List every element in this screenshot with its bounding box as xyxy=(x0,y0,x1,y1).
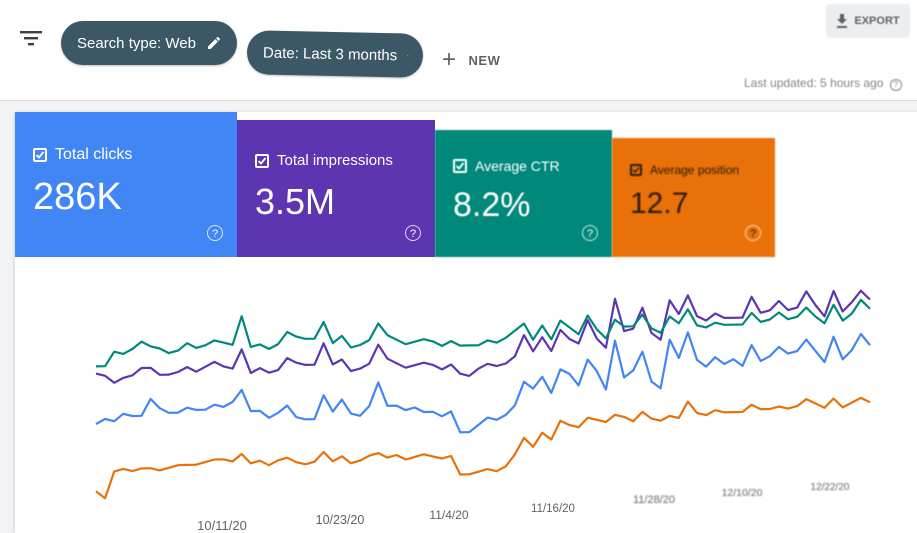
x-tick-label: 12/22/20 xyxy=(811,482,850,493)
help-icon[interactable]: ? xyxy=(889,79,902,91)
metric-card-average-ctr[interactable]: Average CTR 8.2% ? xyxy=(435,130,612,257)
pencil-icon xyxy=(207,36,220,49)
date-range-chip[interactable]: Date: Last 3 months xyxy=(246,30,424,78)
download-icon xyxy=(837,14,848,28)
new-filter-label: NEW xyxy=(468,52,501,68)
series-line-average-ctr xyxy=(95,298,871,368)
checkbox-checked-icon[interactable] xyxy=(33,148,47,162)
pencil-icon xyxy=(407,54,409,57)
search-type-chip[interactable]: Search type: Web xyxy=(61,21,237,65)
x-tick-label: 11/28/20 xyxy=(633,494,675,506)
export-button[interactable]: EXPORT xyxy=(826,4,910,38)
x-tick-label: 12/10/20 xyxy=(722,487,763,499)
help-icon[interactable]: ? xyxy=(405,225,421,241)
metric-label: Total clicks xyxy=(55,146,133,163)
search-type-chip-label: Search type: Web xyxy=(77,34,196,52)
x-tick-label: 11/4/20 xyxy=(429,508,468,522)
export-label: EXPORT xyxy=(854,15,900,27)
last-updated-text: Last updated: 5 hours ago ? xyxy=(744,76,902,91)
metric-label: Total impressions xyxy=(277,152,393,169)
series-line-total-impressions xyxy=(95,289,871,384)
series-line-total-clicks xyxy=(95,331,871,434)
help-icon[interactable]: ? xyxy=(745,225,761,241)
metric-label: Average CTR xyxy=(475,158,560,174)
x-tick-label: 11/16/20 xyxy=(531,503,575,515)
help-icon[interactable]: ? xyxy=(582,225,598,241)
x-tick-label: 10/11/20 xyxy=(197,518,247,533)
toolbar: Search type: Web Date: Last 3 months + N… xyxy=(0,0,917,101)
help-icon[interactable]: ? xyxy=(207,225,223,241)
metric-value: 12.7 xyxy=(630,187,689,220)
series-line-average-position xyxy=(95,396,871,500)
filter-icon[interactable] xyxy=(18,28,44,48)
plus-icon: + xyxy=(442,46,457,73)
metric-card-total-clicks[interactable]: Total clicks 286K ? xyxy=(15,112,237,257)
checkbox-checked-icon[interactable] xyxy=(255,153,269,168)
checkbox-checked-icon[interactable] xyxy=(630,164,642,176)
last-updated-label: Last updated: 5 hours ago xyxy=(744,76,884,90)
metric-card-total-impressions[interactable]: Total impressions 3.5M ? xyxy=(237,120,435,257)
checkbox-checked-icon[interactable] xyxy=(453,159,467,173)
metric-card-average-position[interactable]: Average position 12.7 ? xyxy=(612,138,775,257)
metric-label: Average position xyxy=(650,163,740,177)
metric-value: 286K xyxy=(33,176,122,218)
x-tick-label: 10/23/20 xyxy=(316,513,365,527)
metric-value: 3.5M xyxy=(255,181,336,222)
metric-value: 8.2% xyxy=(453,186,531,224)
new-filter-button[interactable]: + NEW xyxy=(442,46,501,73)
